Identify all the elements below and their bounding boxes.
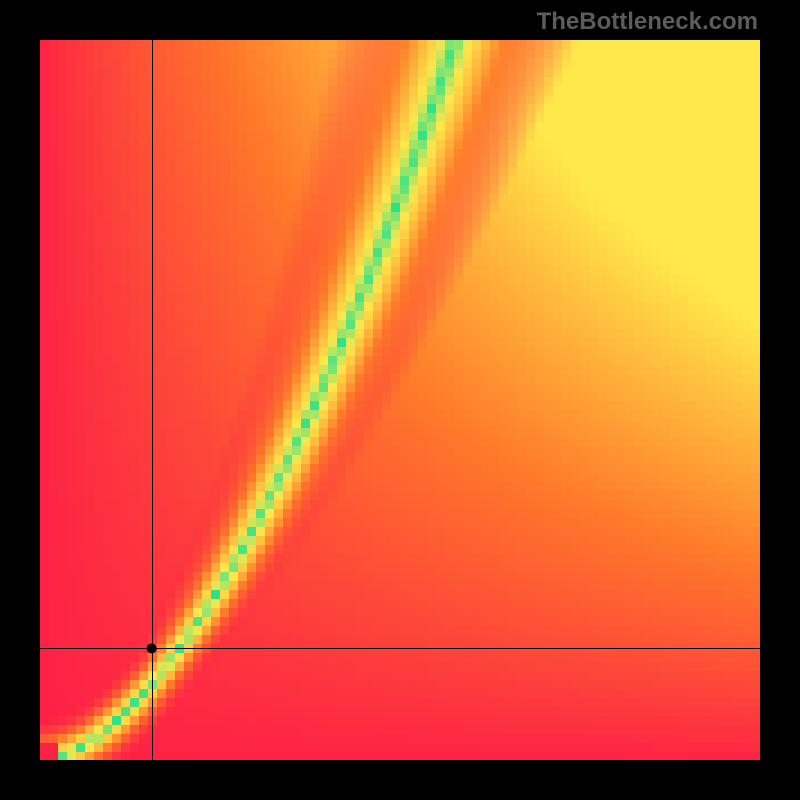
watermark-text: TheBottleneck.com (537, 8, 758, 36)
chart-container: TheBottleneck.com (0, 0, 800, 800)
bottleneck-heatmap (40, 40, 760, 760)
